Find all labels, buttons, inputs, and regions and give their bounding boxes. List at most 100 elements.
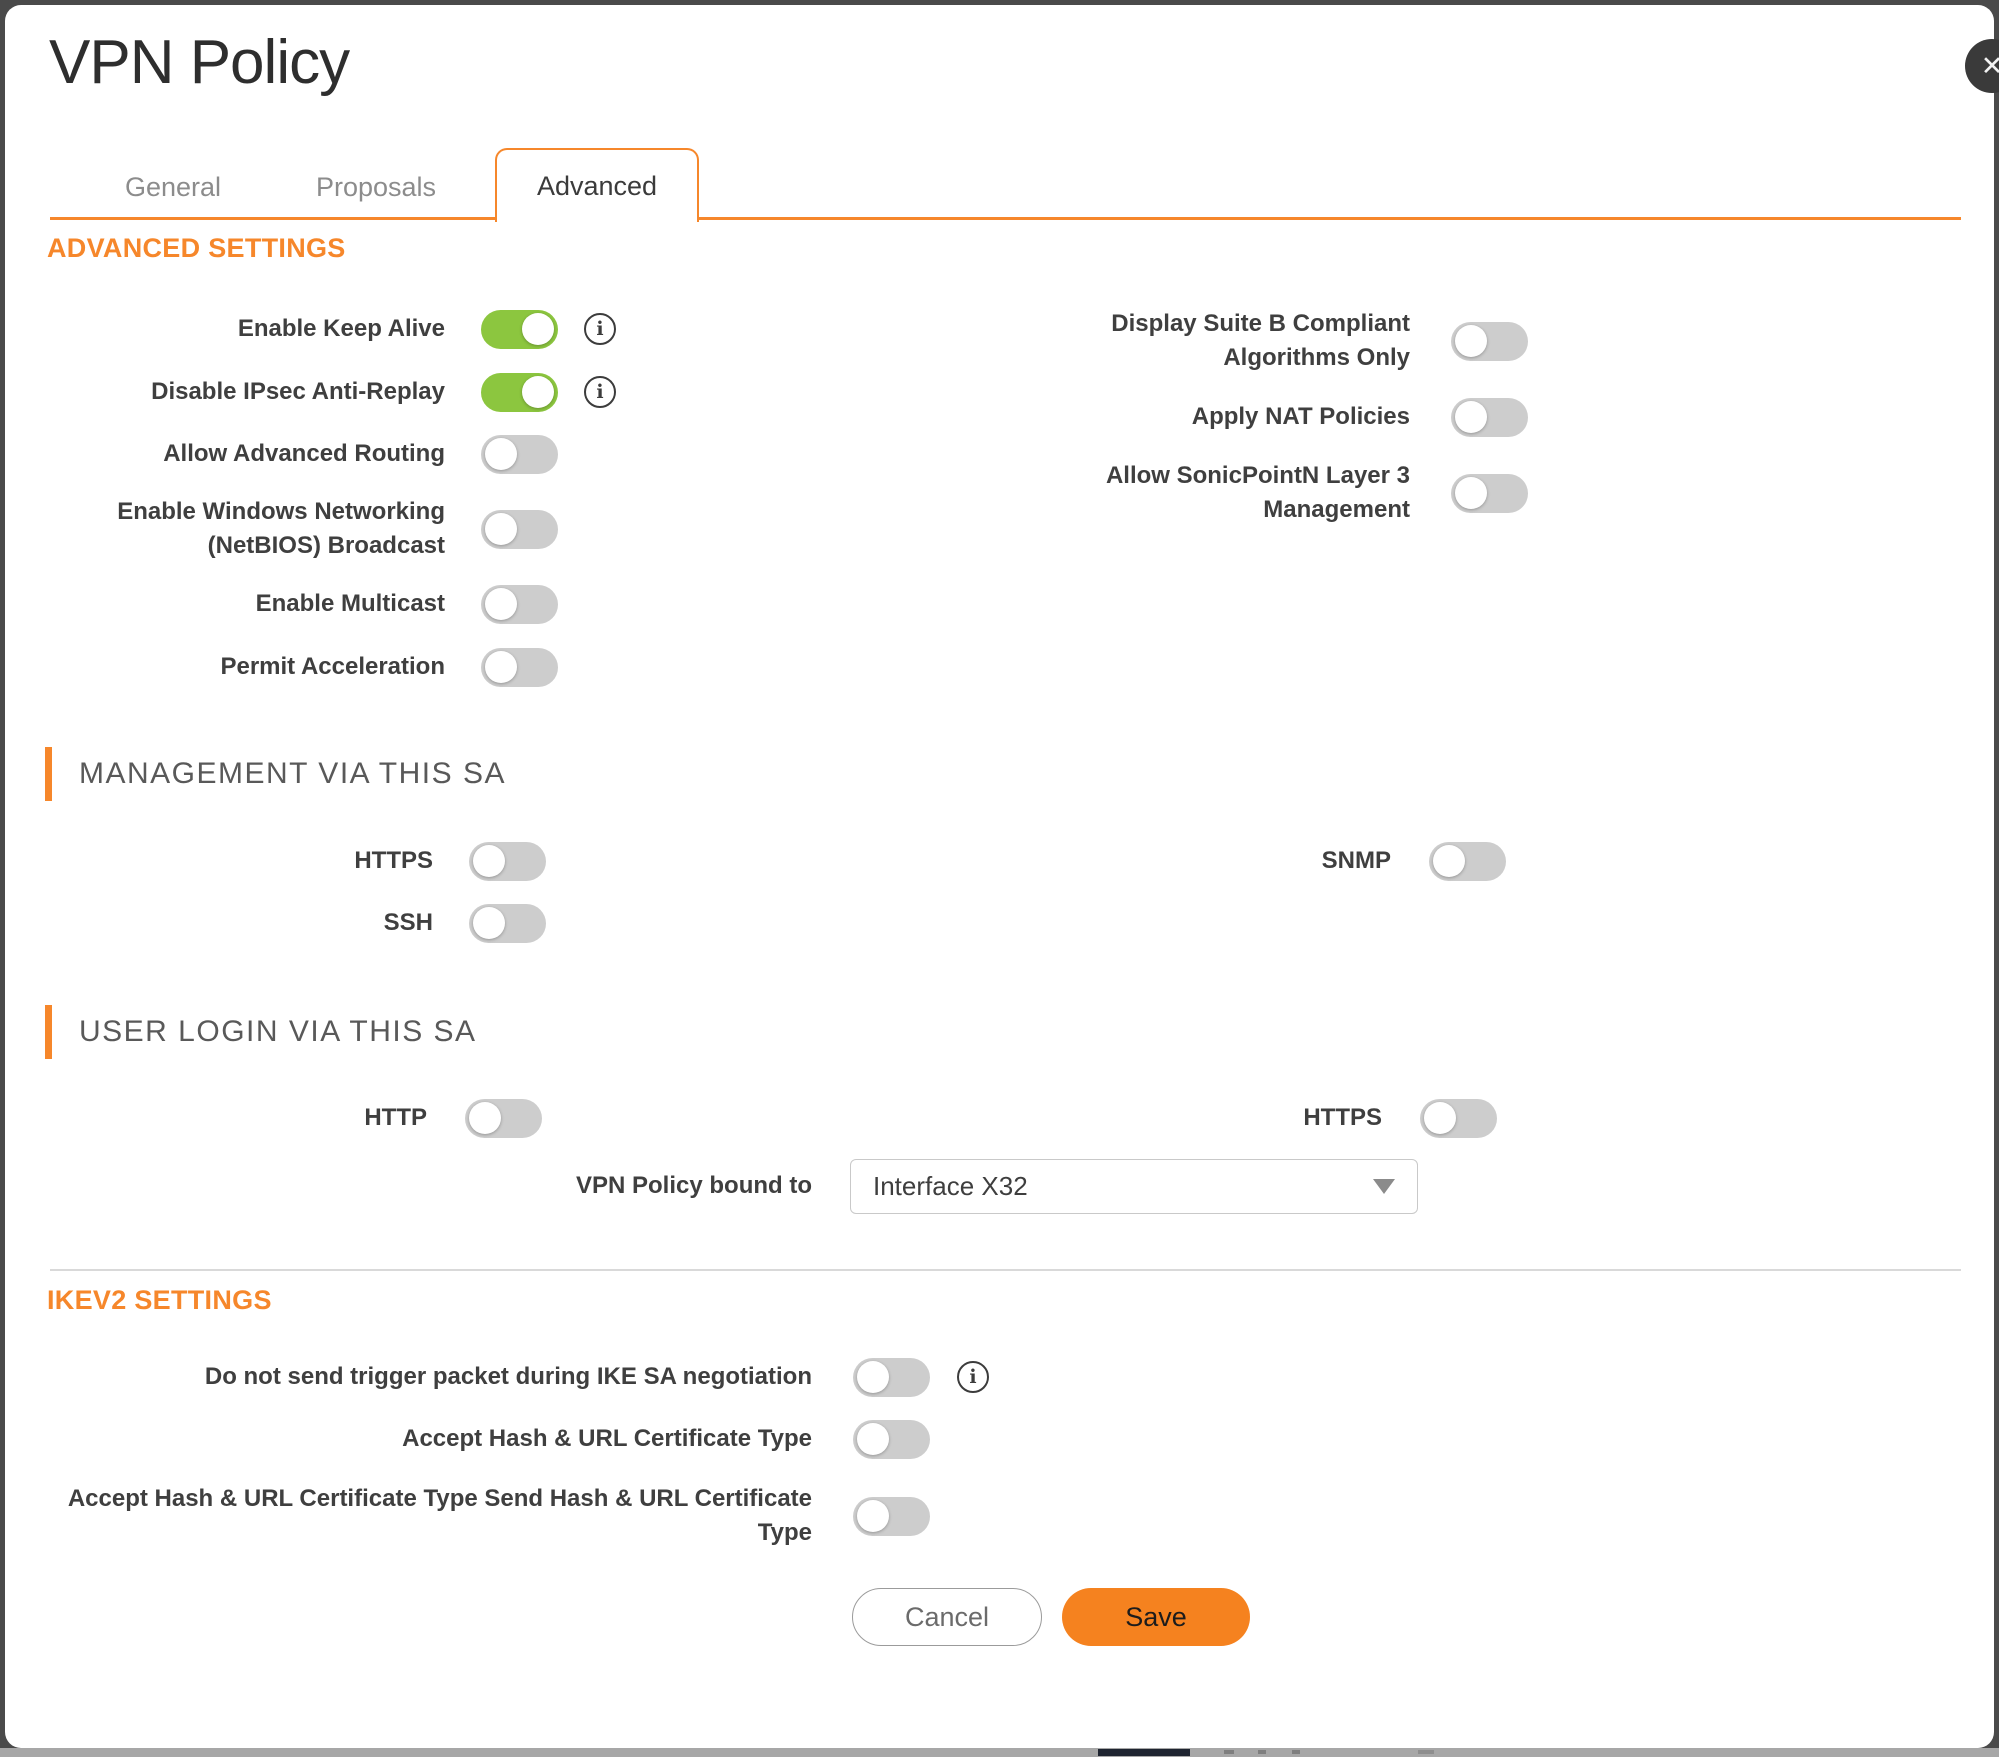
toggle-knob <box>473 845 505 877</box>
page-title: VPN Policy <box>49 28 350 97</box>
keep-alive-toggle[interactable] <box>481 309 558 349</box>
info-glyph: i <box>596 317 604 340</box>
toggle-label: Disable IPsec Anti-Replay <box>151 378 445 405</box>
toggle-label: HTTPS <box>1303 1104 1382 1131</box>
toggle-label: HTTP <box>364 1104 427 1131</box>
toggle-label: Do not send trigger packet during IKE SA… <box>204 1363 812 1390</box>
tab-advanced[interactable]: Advanced <box>495 148 699 222</box>
https-management-toggle[interactable] <box>469 841 546 881</box>
toggle-row: HTTP <box>105 1098 542 1138</box>
background-page-sliver <box>1418 1750 1434 1754</box>
toggle-knob <box>473 907 505 939</box>
multicast-toggle[interactable] <box>481 584 558 624</box>
accept-hash-url-toggle[interactable] <box>853 1419 930 1459</box>
toggle-row: Allow Advanced Routing <box>45 434 558 474</box>
toggle-row: SNMP <box>1085 841 1506 881</box>
snmp-management-toggle[interactable] <box>1429 841 1506 881</box>
toggle-label: SSH <box>383 909 433 936</box>
toggle-knob <box>857 1500 889 1532</box>
toggle-row: HTTPS <box>1060 1098 1497 1138</box>
toggle-label: Enable Keep Alive <box>237 315 445 342</box>
toggle-row: Do not send trigger packet during IKE SA… <box>45 1357 989 1397</box>
toggle-knob <box>485 513 517 545</box>
ikev2-settings-heading: IKEV2 SETTINGS <box>47 1285 272 1315</box>
toggle-knob <box>522 313 554 345</box>
info-icon[interactable]: i <box>957 1361 989 1393</box>
netbios-broadcast-toggle[interactable] <box>481 509 558 549</box>
toggle-knob <box>522 376 554 408</box>
close-button[interactable]: ✕ <box>1965 39 1999 93</box>
toggle-label: SNMP <box>1321 847 1391 874</box>
toggle-row: Disable IPsec Anti-Replay i <box>45 372 616 412</box>
toggle-knob <box>1424 1102 1456 1134</box>
send-hash-url-toggle[interactable] <box>853 1496 930 1536</box>
bound-to-label: VPN Policy bound to <box>575 1172 812 1199</box>
toggle-knob <box>485 438 517 470</box>
background-page-strip <box>0 1748 1999 1757</box>
toggle-label: Enable Multicast <box>255 590 445 617</box>
info-icon[interactable]: i <box>584 313 616 345</box>
info-icon[interactable]: i <box>584 376 616 408</box>
section-divider <box>50 1269 1961 1271</box>
anti-replay-toggle[interactable] <box>481 372 558 412</box>
toggle-knob <box>485 651 517 683</box>
tab-underline <box>50 217 1961 220</box>
toggle-row: HTTPS <box>105 841 546 881</box>
tab-proposals[interactable]: Proposals <box>315 172 437 202</box>
nat-policies-toggle[interactable] <box>1451 397 1528 437</box>
toggle-row: Enable Multicast <box>45 584 558 624</box>
toggle-label: HTTPS <box>354 847 433 874</box>
trigger-packet-toggle[interactable] <box>853 1357 930 1397</box>
toggle-knob <box>1455 401 1487 433</box>
toggle-label: Enable Windows Networking (NetBIOS) Broa… <box>117 498 445 559</box>
vpn-policy-dialog: VPN Policy ✕ General Proposals Advanced … <box>5 5 1999 1748</box>
toggle-label: Display Suite B Compliant Algorithms Onl… <box>1111 310 1410 371</box>
tab-general[interactable]: General <box>124 172 222 202</box>
toggle-row: Enable Keep Alive i <box>45 309 616 349</box>
toggle-row: Apply NAT Policies <box>1100 397 1528 437</box>
https-login-toggle[interactable] <box>1420 1098 1497 1138</box>
advanced-routing-toggle[interactable] <box>481 434 558 474</box>
chevron-down-icon <box>1373 1178 1395 1194</box>
selected-interface: Interface X32 <box>873 1170 1028 1201</box>
toggle-label: Allow Advanced Routing <box>163 440 445 467</box>
suite-b-toggle[interactable] <box>1451 321 1528 361</box>
toggle-row: Accept Hash & URL Certificate Type <box>45 1419 930 1459</box>
toggle-label: Accept Hash & URL Certificate Type <box>402 1425 812 1452</box>
toggle-row: Accept Hash & URL Certificate Type Send … <box>45 1480 930 1552</box>
toggle-row: Permit Acceleration <box>45 647 558 687</box>
toggle-knob <box>1455 325 1487 357</box>
management-heading: MANAGEMENT VIA THIS SA <box>45 747 506 801</box>
toggle-knob <box>469 1102 501 1134</box>
heading-text: MANAGEMENT VIA THIS SA <box>79 757 506 790</box>
vpn-bound-row: VPN Policy bound to Interface X32 <box>405 1158 1418 1214</box>
info-glyph: i <box>969 1365 977 1388</box>
toggle-label: Apply NAT Policies <box>1191 403 1410 430</box>
heading-accent-bar <box>45 747 52 801</box>
bound-interface-select[interactable]: Interface X32 <box>850 1158 1418 1214</box>
user-login-heading: USER LOGIN VIA THIS SA <box>45 1005 477 1059</box>
permit-acceleration-toggle[interactable] <box>481 647 558 687</box>
toggle-knob <box>1433 845 1465 877</box>
cancel-button[interactable]: Cancel <box>852 1588 1042 1646</box>
heading-accent-bar <box>45 1005 52 1059</box>
sonicpointn-toggle[interactable] <box>1451 473 1528 513</box>
toggle-knob <box>857 1361 889 1393</box>
info-glyph: i <box>596 380 604 403</box>
advanced-settings-heading: ADVANCED SETTINGS <box>47 233 346 263</box>
toggle-row: Allow SonicPointN Layer 3 Management <box>1100 457 1528 529</box>
toggle-row: Enable Windows Networking (NetBIOS) Broa… <box>45 493 558 565</box>
toggle-row: Display Suite B Compliant Algorithms Onl… <box>1100 305 1528 377</box>
toggle-knob <box>857 1423 889 1455</box>
save-button[interactable]: Save <box>1062 1588 1250 1646</box>
heading-text: USER LOGIN VIA THIS SA <box>79 1015 477 1048</box>
close-icon: ✕ <box>1980 50 1999 81</box>
toggle-knob <box>485 588 517 620</box>
ssh-management-toggle[interactable] <box>469 903 546 943</box>
dialog-footer: Cancel Save <box>852 1588 1250 1646</box>
toggle-label: Allow SonicPointN Layer 3 Management <box>1105 462 1410 523</box>
background-page-sliver <box>1098 1749 1190 1756</box>
toggle-label: Accept Hash & URL Certificate Type Send … <box>67 1485 812 1546</box>
http-login-toggle[interactable] <box>465 1098 542 1138</box>
